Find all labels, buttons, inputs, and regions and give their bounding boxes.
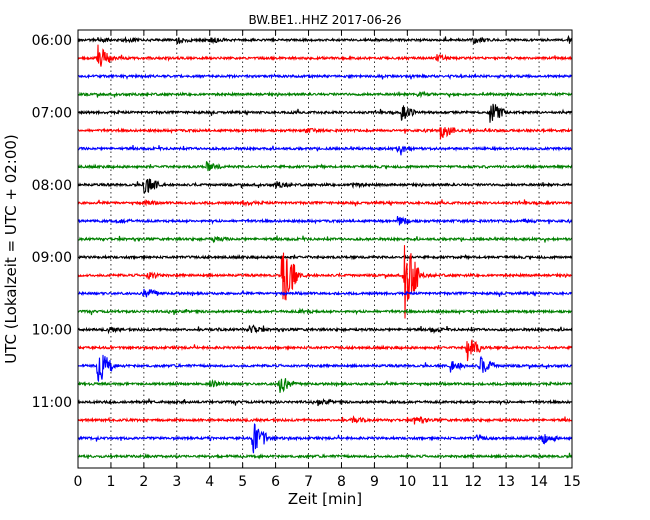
y-axis-label: UTC (Lokalzeit = UTC + 02:00) [2,134,20,364]
x-tick-label: 8 [337,474,346,490]
y-tick-label: 08:00 [32,178,72,194]
y-tick-label: 07:00 [32,105,72,121]
x-tick-label: 0 [74,474,83,490]
trace-0900 [77,253,573,261]
x-axis-label: Zeit [min] [288,490,362,508]
y-tick-label: 10:00 [32,323,72,339]
grid-lines [110,30,540,468]
trace-0630 [77,72,573,80]
trace-0745 [77,161,573,172]
x-tick-label: 11 [431,474,449,490]
trace-0600 [77,34,573,45]
trace-0815 [77,199,573,208]
trace-1100 [77,397,573,407]
x-tick-label: 12 [464,474,482,490]
trace-0930 [77,288,573,298]
trace-0830 [77,216,573,226]
plot-frame [77,29,573,469]
x-tick-label: 4 [205,474,214,490]
trace-0730 [77,145,573,156]
chart-title: BW.BE1..HHZ 2017-06-26 [248,13,401,27]
x-tick-label: 6 [271,474,280,490]
axis-ticks: 0 1 2 3 4 5 6 7 8 9 10 11 12 13 14 1506:0007:0008:0009:… [32,30,581,490]
trace-1000 [77,324,573,335]
y-tick-label: 11:00 [32,395,72,411]
x-tick-label: 5 [238,474,247,490]
y-tick-label: 09:00 [32,250,72,266]
trace-0945 [77,307,573,316]
trace-1015 [77,339,573,362]
y-tick-label: 06:00 [32,33,72,49]
trace-0645 [77,90,573,99]
trace-0915 [77,245,573,319]
seismic-traces [77,34,573,460]
x-tick-label: 10 [398,474,416,490]
trace-1145 [77,452,573,460]
x-tick-label: 3 [172,474,181,490]
x-tick-label: 15 [563,474,581,490]
trace-0700 [77,103,572,123]
trace-1115 [77,415,573,425]
trace-0715 [77,127,573,140]
x-tick-label: 9 [370,474,379,490]
x-tick-label: 1 [106,474,115,490]
trace-1045 [77,378,573,393]
x-tick-label: 7 [304,474,313,490]
trace-1030 [77,354,573,383]
trace-0615 [77,44,573,67]
x-tick-label: 2 [139,474,148,490]
x-tick-label: 14 [530,474,548,490]
trace-0845 [77,235,573,244]
trace-1130 [77,423,573,454]
trace-0800 [77,178,573,194]
x-tick-label: 13 [497,474,515,490]
